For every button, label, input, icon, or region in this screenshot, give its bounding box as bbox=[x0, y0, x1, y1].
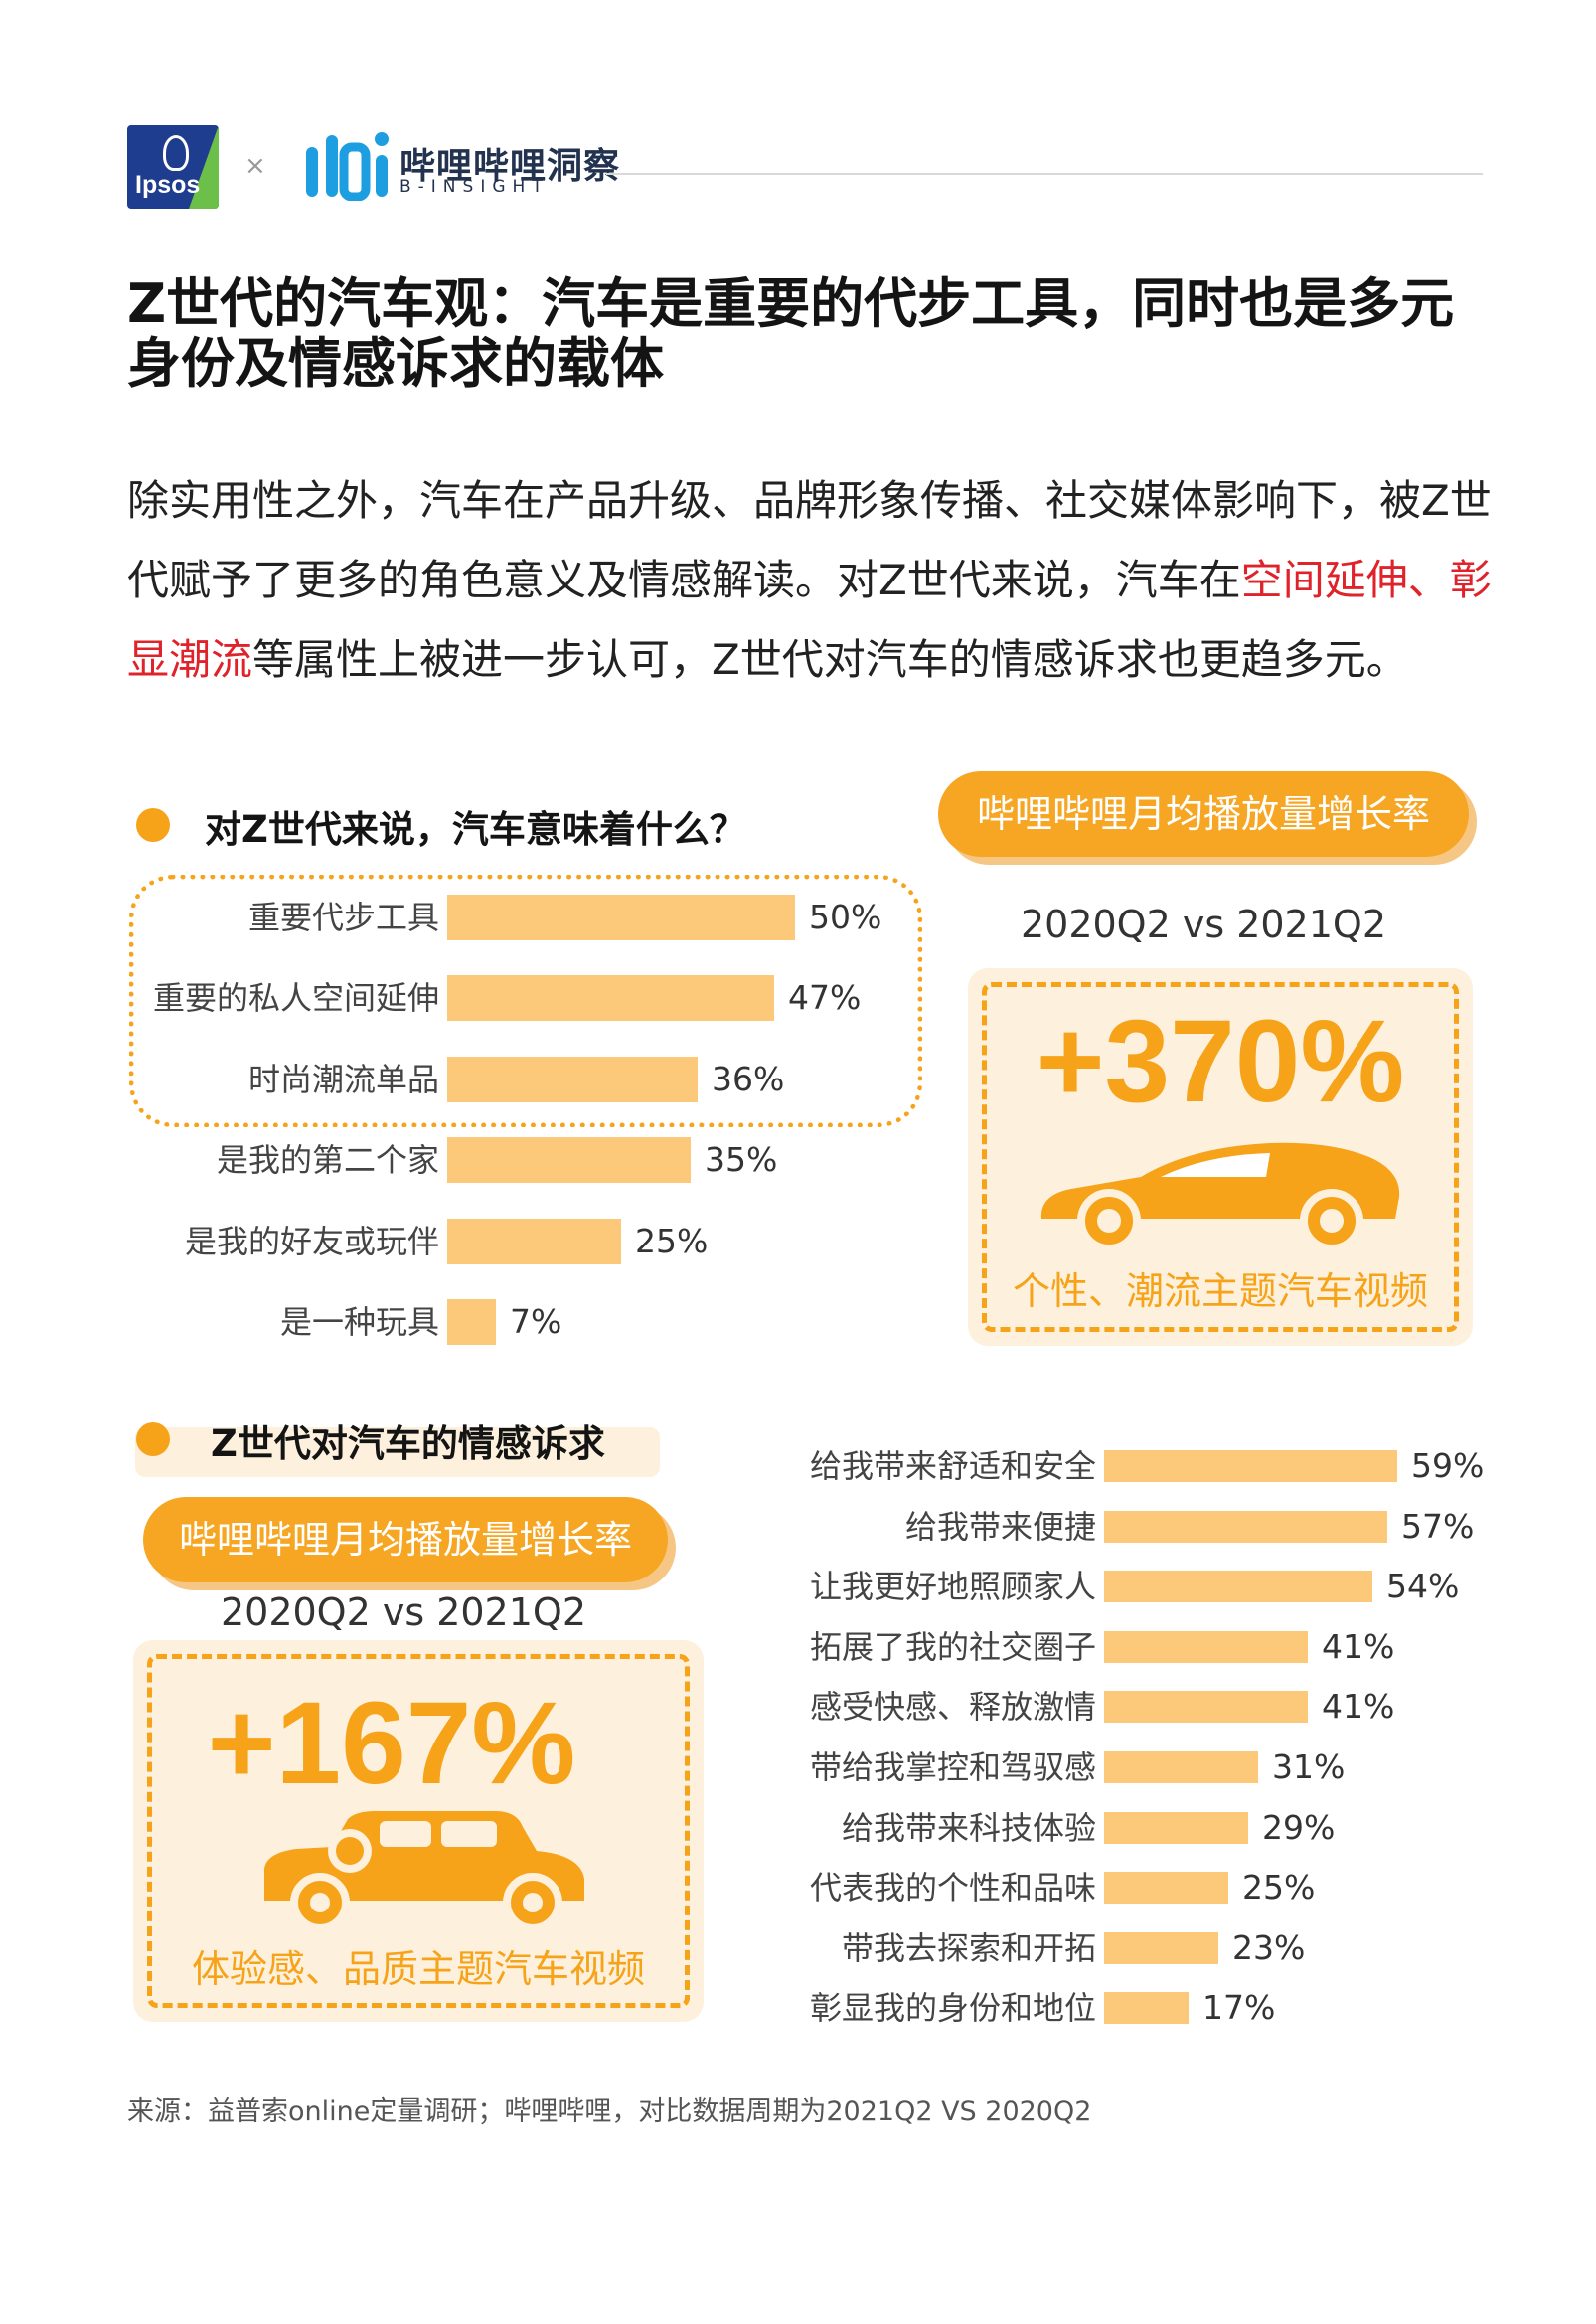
bar-value-label: 41% bbox=[1322, 1687, 1395, 1727]
vintage-car-icon bbox=[264, 1811, 584, 1928]
bar-value-label: 23% bbox=[1232, 1927, 1306, 1967]
section1-title: 对Z世代来说，汽车意味着什么？ bbox=[205, 808, 746, 851]
bar-value-label: 31% bbox=[1272, 1747, 1346, 1786]
bar-label: 彰显我的身份和地位 bbox=[809, 1989, 1096, 2028]
bili-insight-subtitle: B-INSIGHT bbox=[399, 177, 550, 197]
bar-label: 感受快感、释放激情 bbox=[809, 1688, 1096, 1727]
bar-value-label: 59% bbox=[1411, 1446, 1485, 1485]
section1-bullet-icon bbox=[136, 808, 170, 842]
intro-paragraph: 除实用性之外，汽车在产品升级、品牌形象传播、社交媒体影响下，被Z世代赋予了更多的… bbox=[127, 461, 1499, 700]
stat-top-caption: 个性、潮流主题汽车视频 bbox=[1012, 1269, 1428, 1313]
highlight-box bbox=[129, 875, 922, 1127]
stat-top-value: +370% bbox=[1036, 996, 1405, 1127]
section2-bullet-icon bbox=[136, 1422, 170, 1456]
intro-text-2: 等属性上被进一步认可，Z世代对汽车的情感诉求也更趋多元。 bbox=[252, 635, 1408, 684]
stat-top-panel: +370% 个性、潮流主题汽车视频 bbox=[968, 968, 1473, 1346]
page-title: Z世代的汽车观：汽车是重要的代步工具，同时也是多元身份及情感诉求的载体 bbox=[127, 272, 1455, 395]
bar-label: 代表我的个性和品味 bbox=[809, 1869, 1096, 1908]
stat-bottom-panel: +167% 体验感、品质主题汽车视频 bbox=[133, 1640, 704, 2022]
stat-top-pill: 哔哩哔哩月均播放量增长率 bbox=[938, 771, 1469, 857]
source-note: 来源：益普索online定量调研；哔哩哔哩，对比数据周期为2021Q2 VS 2… bbox=[127, 2096, 1092, 2127]
bar-value-label: 29% bbox=[1262, 1807, 1336, 1847]
bar-label: 重要代步工具 bbox=[247, 899, 439, 936]
bar-value-label: 36% bbox=[712, 1059, 785, 1098]
bar-label: 拓展了我的社交圈子 bbox=[809, 1627, 1096, 1666]
bar-label: 带给我掌控和驾驭感 bbox=[809, 1748, 1096, 1786]
bar bbox=[1104, 1751, 1258, 1783]
bar-label: 给我带来便捷 bbox=[904, 1507, 1096, 1546]
bar-value-label: 50% bbox=[809, 898, 882, 936]
bar bbox=[1104, 1992, 1189, 2025]
bar bbox=[447, 1299, 496, 1345]
bili-insight-name: 哔哩哔哩洞察 bbox=[399, 146, 621, 187]
bar bbox=[1104, 1872, 1228, 1905]
bar bbox=[447, 975, 774, 1022]
bar-value-label: 47% bbox=[788, 978, 862, 1018]
bar bbox=[1104, 1630, 1308, 1663]
bar bbox=[1104, 1450, 1397, 1482]
bar-value-label: 54% bbox=[1386, 1567, 1460, 1606]
bar-label: 是我的第二个家 bbox=[216, 1141, 439, 1180]
stat-bottom-value: +167% bbox=[207, 1678, 576, 1809]
stat-bottom-pill: 哔哩哔哩月均播放量增长率 bbox=[143, 1497, 668, 1582]
bar bbox=[447, 1218, 621, 1264]
bar-label: 带我去探索和开拓 bbox=[841, 1928, 1096, 1967]
bilibili-logo-icon bbox=[306, 132, 389, 201]
bar-label: 时尚潮流单品 bbox=[247, 1060, 439, 1098]
bar bbox=[1104, 1510, 1387, 1543]
bar-value-label: 17% bbox=[1202, 1988, 1276, 2028]
bar bbox=[1104, 1811, 1248, 1844]
bar-label: 让我更好地照顾家人 bbox=[809, 1568, 1096, 1606]
ipsos-logo-text: Ipsos bbox=[135, 171, 201, 199]
header-divider bbox=[606, 173, 1483, 175]
bar bbox=[447, 895, 795, 940]
bar-label: 是一种玩具 bbox=[279, 1303, 439, 1341]
bar-value-label: 35% bbox=[705, 1140, 778, 1180]
bar bbox=[1104, 1931, 1218, 1964]
bar bbox=[1104, 1571, 1372, 1603]
section2-title: Z世代对汽车的情感诉求 bbox=[211, 1422, 605, 1465]
bar bbox=[447, 1056, 698, 1102]
intro-text-1: 除实用性之外，汽车在产品升级、品牌形象传播、社交媒体影响下，被Z世代赋予了更多的… bbox=[127, 476, 1492, 604]
bar bbox=[447, 1137, 691, 1184]
bar-label: 重要的私人空间延伸 bbox=[152, 979, 439, 1018]
bar-value-label: 25% bbox=[1242, 1868, 1316, 1908]
bar-label: 给我带来科技体验 bbox=[841, 1808, 1096, 1847]
times-sign: × bbox=[244, 151, 266, 181]
bar-label: 是我的好友或玩伴 bbox=[184, 1222, 439, 1260]
bar-value-label: 41% bbox=[1322, 1626, 1395, 1666]
bar-value-label: 7% bbox=[510, 1302, 562, 1341]
stat-bottom-caption: 体验感、品质主题汽车视频 bbox=[191, 1947, 645, 1991]
bar-label: 给我带来舒适和安全 bbox=[809, 1447, 1096, 1485]
bar bbox=[1104, 1691, 1308, 1724]
ipsos-logo: Ipsos bbox=[127, 125, 219, 209]
stat-top-compare: 2020Q2 vs 2021Q2 bbox=[1020, 903, 1387, 946]
bar-value-label: 25% bbox=[635, 1221, 709, 1260]
bar-value-label: 57% bbox=[1401, 1506, 1475, 1546]
section2-heading-bg bbox=[135, 1427, 660, 1477]
stat-bottom-compare: 2020Q2 vs 2021Q2 bbox=[220, 1590, 587, 1634]
sports-car-icon bbox=[1040, 1142, 1400, 1252]
intro-highlight: 空间延伸、彰显潮流 bbox=[127, 556, 1492, 684]
